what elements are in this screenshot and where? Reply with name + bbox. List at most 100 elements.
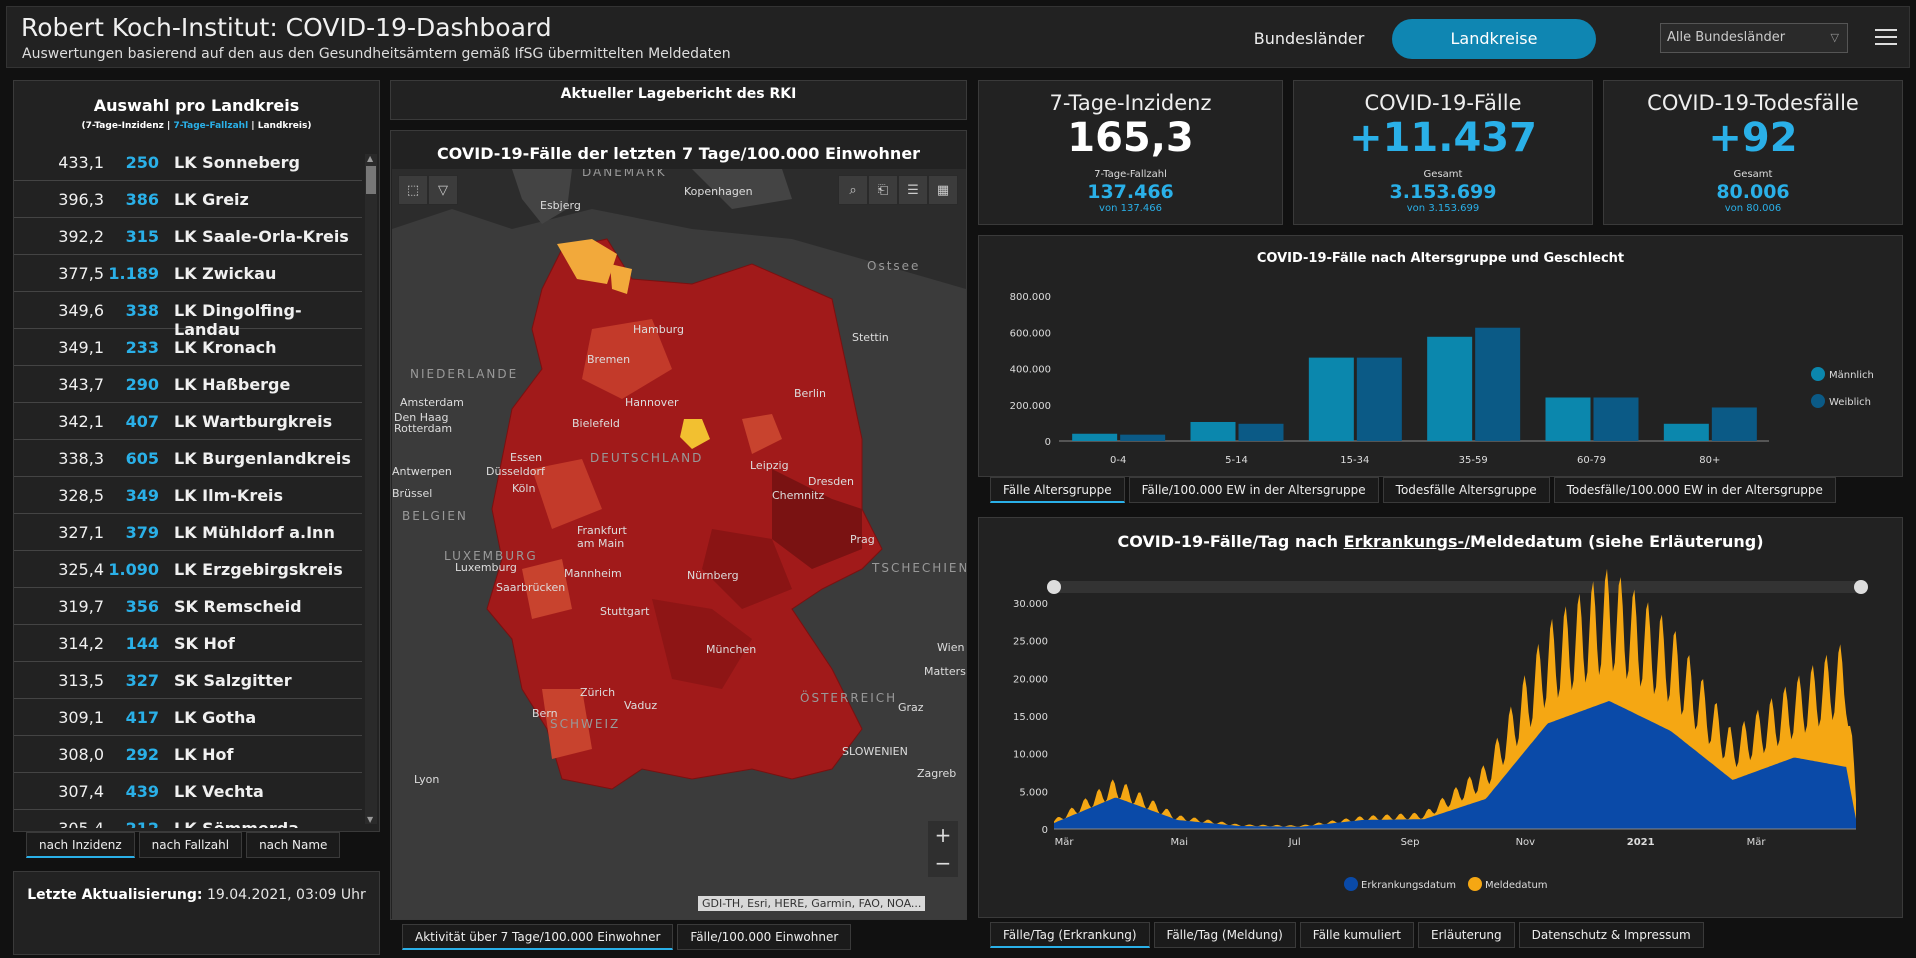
- map-label: BELGIEN: [402, 509, 468, 523]
- x-tick-label: 80+: [1699, 455, 1720, 466]
- thuringia-region: [702, 529, 792, 609]
- landkreis-list[interactable]: 433,1 250 LK Sonneberg 396,3 386 LK Greiz 392,…: [14, 144, 362, 828]
- zoom-in-button[interactable]: +: [934, 823, 952, 847]
- list-item[interactable]: 308,0 292 LK Hof: [14, 736, 362, 773]
- legend-label: Meldedatum: [1485, 880, 1548, 891]
- tab-faelle-tag-meldung[interactable]: Fälle/Tag (Meldung): [1153, 922, 1296, 948]
- kpi-sub-small: von 3.153.699: [1406, 203, 1480, 214]
- list-item-fallzahl: 439: [125, 782, 159, 801]
- list-item[interactable]: 327,1 379 LK Mühldorf a.Inn: [14, 514, 362, 551]
- sort-tabs: nach Inzidenz nach Fallzahl nach Name: [26, 832, 344, 858]
- scroll-down-icon[interactable]: ▼: [367, 815, 374, 824]
- list-item[interactable]: 313,5 327 SK Salzgitter: [14, 662, 362, 699]
- list-item[interactable]: 305,4212 LK Sömmerda: [14, 810, 362, 828]
- list-item-name: LK Sömmerda: [174, 819, 299, 828]
- list-item-fallzahl: 212: [104, 819, 159, 828]
- list-item-name: SK Remscheid: [174, 597, 302, 616]
- list-item[interactable]: 338,3 605 LK Burgenlandkreis: [14, 440, 362, 477]
- list-item[interactable]: 328,5 349 LK Ilm-Kreis: [14, 477, 362, 514]
- y-tick-label: 15.000: [1013, 712, 1048, 723]
- tab-aktivitaet[interactable]: Aktivität über 7 Tage/100.000 Einwohner: [402, 924, 674, 950]
- list-item[interactable]: 349,6 338 LK Dingolfing-Landau: [14, 292, 362, 339]
- list-item[interactable]: 343,7 290 LK Haßberge: [14, 366, 362, 403]
- list-scrollbar[interactable]: ▲ ▼: [365, 154, 377, 824]
- bar-männlich: [1072, 433, 1118, 441]
- list-item[interactable]: 433,1 250 LK Sonneberg: [14, 144, 362, 181]
- list-item-name: LK Greiz: [174, 190, 249, 209]
- tab-faelle-tag-erkrankung[interactable]: Fälle/Tag (Erkrankung): [990, 922, 1150, 948]
- tab-nach-fallzahl[interactable]: nach Fallzahl: [138, 832, 243, 858]
- kpi-title: COVID-19-Fälle: [1364, 91, 1522, 115]
- list-item[interactable]: 319,7 356 SK Remscheid: [14, 588, 362, 625]
- lagebericht-link[interactable]: Aktueller Lagebericht des RKI: [390, 80, 967, 120]
- kpi-sub-label: Gesamt: [1733, 169, 1773, 180]
- list-item[interactable]: 325,4 1.090 LK Erzgebirgskreis: [14, 551, 362, 588]
- bavaria-north-region: [652, 599, 752, 689]
- qr-code-icon[interactable]: ▦: [928, 175, 958, 205]
- map-label: am Main: [577, 537, 625, 550]
- map-attribution[interactable]: GDI-TH, Esri, HERE, Garmin, FAO, NOA...: [698, 896, 926, 911]
- bundesland-select[interactable]: Alle Bundesländer ▽: [1660, 23, 1848, 53]
- kpi-value: +92: [1708, 115, 1798, 161]
- age-tabs: Fälle Altersgruppe Fälle/100.000 EW in de…: [990, 477, 1840, 503]
- list-item-fallzahl: 349: [125, 486, 159, 505]
- list-item[interactable]: 377,5 1.189 LK Zwickau: [14, 255, 362, 292]
- zoom-out-button[interactable]: −: [934, 851, 952, 875]
- list-item-name: SK Hof: [174, 634, 235, 653]
- nav-landkreise-button[interactable]: Landkreise: [1392, 19, 1596, 59]
- map-dropdown-icon[interactable]: ▽: [428, 175, 458, 205]
- tab-nach-name[interactable]: nach Name: [246, 832, 341, 858]
- saxony-region: [772, 469, 862, 569]
- list-item-fallzahl: 233: [125, 338, 159, 357]
- tab-faelle-altersgruppe[interactable]: Fälle Altersgruppe: [990, 477, 1125, 503]
- map-svg[interactable]: [392, 169, 966, 919]
- tab-faelle-kumuliert[interactable]: Fälle kumuliert: [1299, 922, 1414, 948]
- legend-label: Erkrankungsdatum: [1361, 880, 1456, 891]
- age-chart[interactable]: 0 200.000 400.000 600.000 800.000 0-4 5-14 15-3…: [979, 236, 1902, 476]
- x-tick-label: Nov: [1516, 837, 1536, 848]
- scrollbar-thumb[interactable]: [366, 166, 376, 194]
- y-tick-label: 20.000: [1013, 674, 1048, 685]
- list-item[interactable]: 349,1 233 LK Kronach: [14, 329, 362, 366]
- list-item[interactable]: 392,2 315 LK Saale-Orla-Kreis: [14, 218, 362, 255]
- kpi-faelle: COVID-19-Fälle +11.437 Gesamt 3.153.699 …: [1293, 80, 1593, 225]
- tab-todesfaelle-altersgruppe[interactable]: Todesfälle Altersgruppe: [1382, 477, 1550, 503]
- list-item-fallzahl: 386: [125, 190, 159, 209]
- map-label: Brüssel: [392, 487, 433, 500]
- list-item[interactable]: 396,3 386 LK Greiz: [14, 181, 362, 218]
- list-item[interactable]: 307,4 439 LK Vechta: [14, 773, 362, 810]
- list-item[interactable]: 309,1 417 LK Gotha: [14, 699, 362, 736]
- tab-todesfaelle-100000-altersgruppe[interactable]: Todesfälle/100.000 EW in der Altersgrupp…: [1553, 477, 1836, 503]
- map-select-icon[interactable]: ⬚: [398, 175, 428, 205]
- scroll-up-icon[interactable]: ▲: [367, 154, 374, 163]
- map-label: Köln: [512, 482, 536, 495]
- hamburger-menu-icon[interactable]: [1875, 29, 1897, 47]
- nav-bundeslaender-button[interactable]: Bundesländer: [1253, 29, 1365, 48]
- search-icon[interactable]: ⌕: [838, 175, 868, 205]
- map-label: Esbjerg: [540, 199, 581, 212]
- update-value: 19.04.2021, 03:09 Uhr: [202, 887, 366, 903]
- map-label: Frankfurt: [577, 524, 627, 537]
- list-item[interactable]: 314,2 144 SK Hof: [14, 625, 362, 662]
- list-item-name: LK Saale-Orla-Kreis: [174, 227, 349, 246]
- kpi-title: 7-Tage-Inzidenz: [1049, 91, 1212, 115]
- layer-list-icon[interactable]: ☰: [898, 175, 928, 205]
- bookmark-icon[interactable]: ⎗: [868, 175, 898, 205]
- denmark-land: [512, 169, 572, 224]
- denmark-islands: [692, 169, 792, 209]
- tab-datenschutz-impressum[interactable]: Datenschutz & Impressum: [1518, 922, 1704, 948]
- list-item[interactable]: 342,1 407 LK Wartburgkreis: [14, 403, 362, 440]
- map-label: Stettin: [852, 331, 889, 344]
- list-item-inzidenz: 433,1: [58, 153, 104, 172]
- tab-faelle-100000[interactable]: Fälle/100.000 Einwohner: [677, 924, 852, 950]
- chevron-down-icon: ▽: [1830, 31, 1839, 44]
- tab-erlaeuterung[interactable]: Erläuterung: [1417, 922, 1515, 948]
- tab-nach-inzidenz[interactable]: nach Inzidenz: [26, 832, 135, 858]
- map-label: Lyon: [414, 773, 440, 786]
- daily-chart[interactable]: 0 5.000 10.000 15.000 20.000 25.000 30.000 Mär M…: [979, 518, 1902, 917]
- map-label: Ostsee: [867, 259, 921, 273]
- map-label: München: [706, 643, 757, 656]
- sh-north-highlight: [557, 239, 617, 284]
- map[interactable]: DÄNEMARK Kopenhagen Esbjerg Ostsee Hambu…: [392, 169, 966, 919]
- tab-faelle-100000-altersgruppe[interactable]: Fälle/100.000 EW in der Altersgruppe: [1128, 477, 1379, 503]
